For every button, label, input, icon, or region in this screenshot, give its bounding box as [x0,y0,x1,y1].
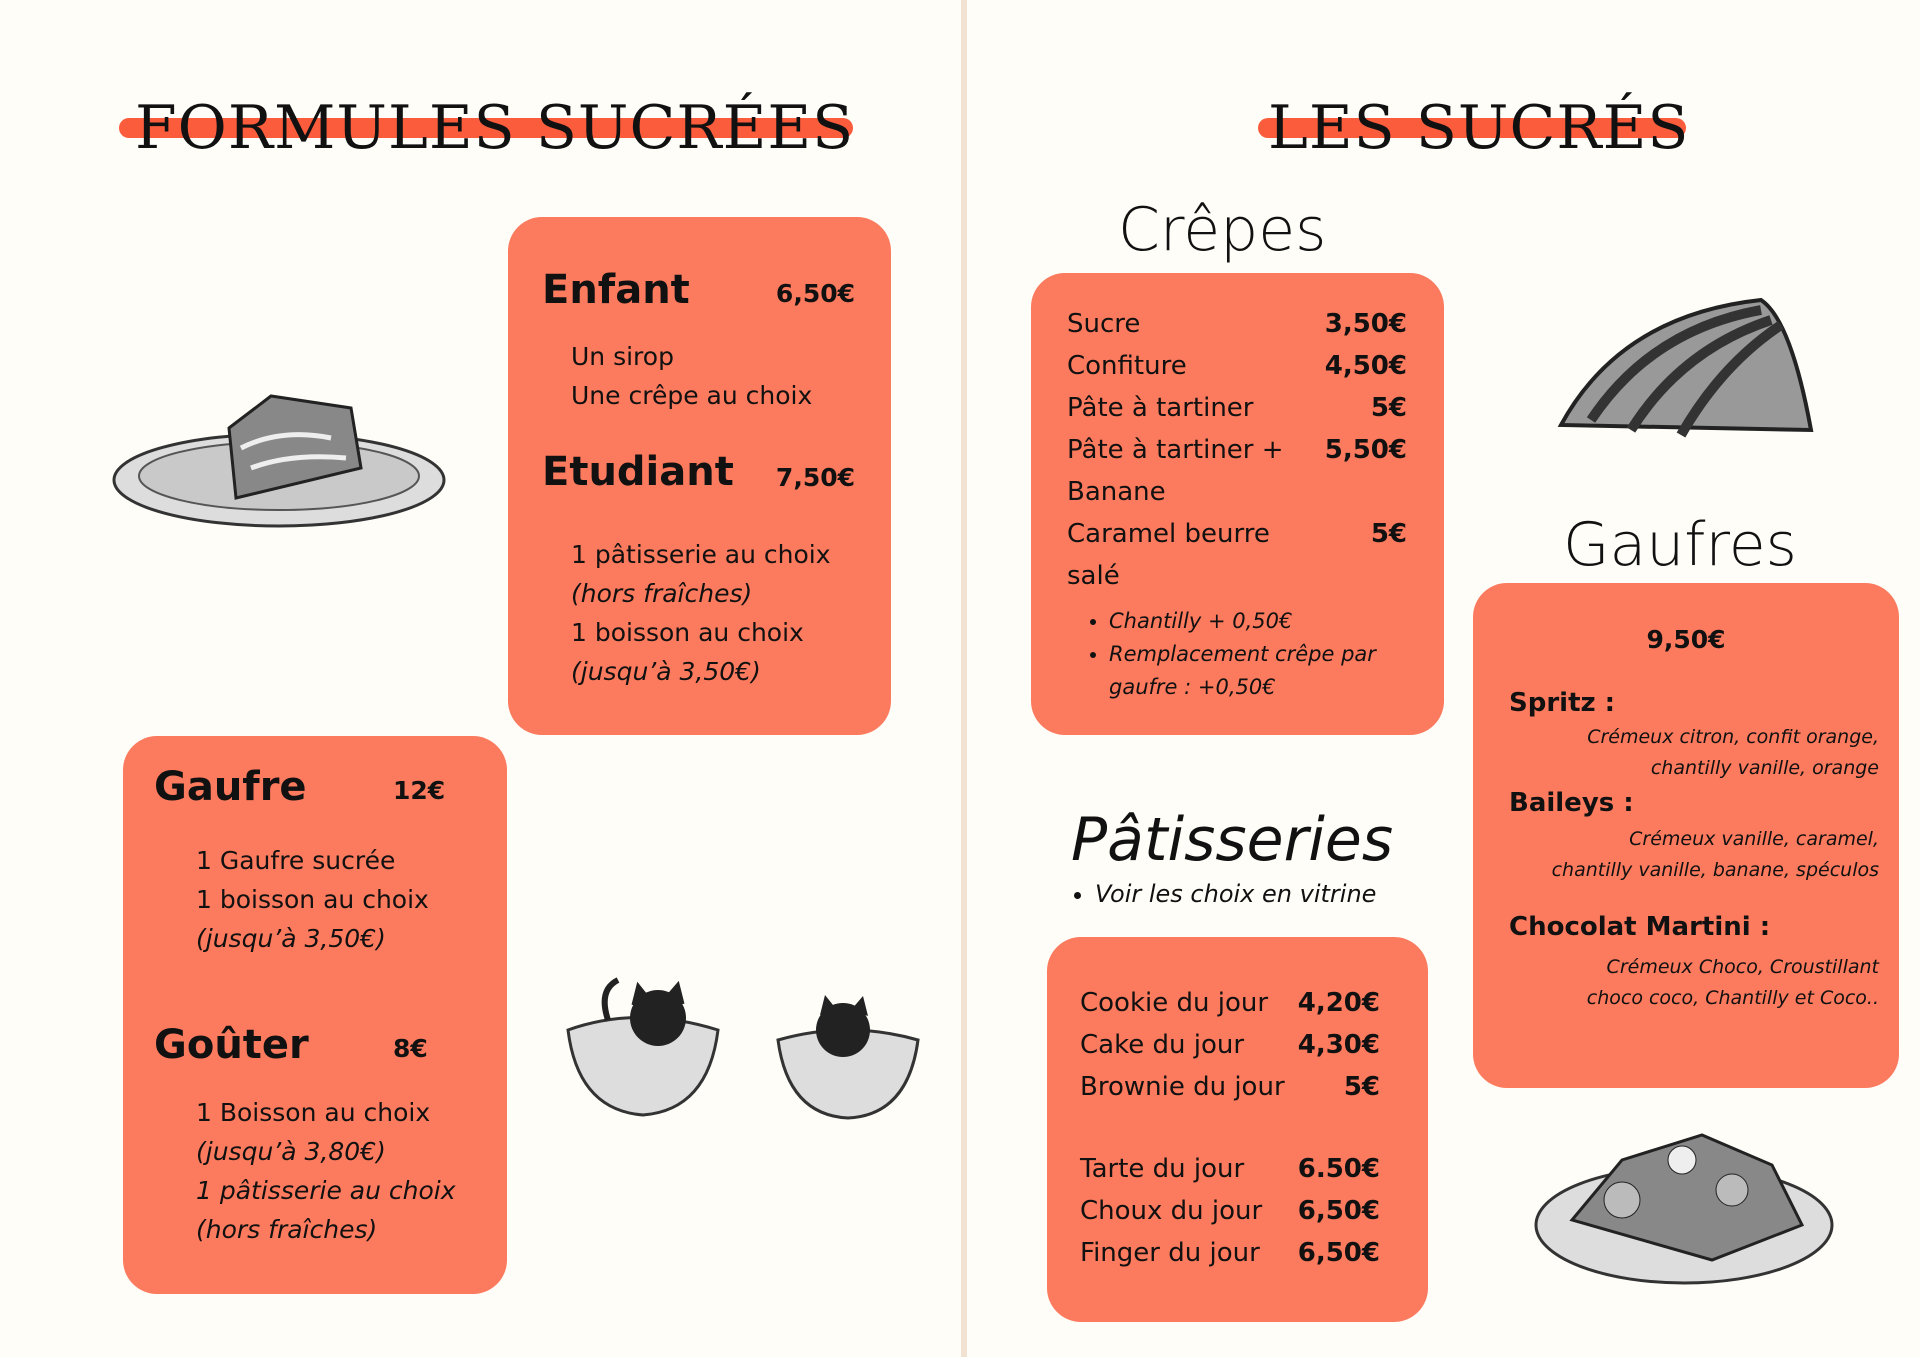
gaufre-name: Chocolat Martini : [1509,912,1771,942]
patisseries-note: Voir les choix en vitrine [1095,880,1376,908]
item-price: 5,50€ [1324,435,1407,465]
menu-item: Banane [1067,471,1407,513]
gaufre-price: 9,50€ [1646,625,1726,654]
menu-item: Caramel beurre 5€ [1067,513,1407,555]
formule-gaufre-gouter-card: Gaufre 12€ 1 Gaufre sucrée 1 boisson au … [123,736,507,1294]
gaufre-name: Baileys : [1509,788,1634,818]
formule-item: 1 boisson au choix [571,618,804,647]
formule-item: 1 pâtisserie au choix [196,1176,456,1205]
menu-item: Choux du jour 6,50€ [1080,1190,1380,1232]
formule-item: 1 pâtisserie au choix [571,540,831,569]
formule-price: 6,50€ [775,279,855,308]
item-name: Caramel beurre [1067,519,1270,549]
formule-item: 1 Gaufre sucrée [196,846,396,875]
formule-price: 8€ [393,1034,428,1063]
page-title-sucres: LES SUCRÉS [1268,93,1690,163]
item-price: 5€ [1370,393,1407,423]
formule-item-note: (hors fraîches) [571,579,753,608]
section-title-patisseries: Pâtisseries [1071,805,1394,875]
item-name: Banane [1067,477,1166,507]
item-name: Finger du jour [1080,1238,1260,1268]
formule-name: Etudiant [542,449,734,495]
item-price: 5€ [1370,519,1407,549]
formule-item-note: (jusqu’à 3,80€) [196,1137,386,1166]
formule-item-note: (jusqu’à 3,50€) [571,657,761,686]
item-name: Cookie du jour [1080,988,1269,1018]
gaufre-description: Crémeux vanille, caramel, chantilly vanil… [1551,828,1879,881]
item-price: 6,50€ [1297,1238,1380,1268]
crepe-extra: Remplacement crêpe par gaufre : +0,50€ [1109,638,1407,704]
page-title-formules: FORMULES SUCRÉES [135,93,855,163]
waffle-plate-illustration [1534,1133,1834,1285]
patisseries-card: Cookie du jour 4,20€ Cake du jour 4,30€ Brow… [1047,937,1428,1322]
formule-name: Enfant [542,267,690,313]
item-price: 4,20€ [1297,988,1380,1018]
menu-item: Sucre 3,50€ [1067,303,1407,345]
gaufre-description: Crémeux citron, confit orange, chantilly … [1587,726,1879,779]
item-name: Choux du jour [1080,1196,1263,1226]
gaufres-card: 9,50€ Spritz : Crémeux citron, confit or… [1473,583,1899,1088]
menu-item: Finger du jour 6,50€ [1080,1232,1380,1274]
menu-item: Cookie du jour 4,20€ [1080,982,1380,1024]
item-name: Sucre [1067,309,1141,339]
item-price: 4,30€ [1297,1030,1380,1060]
cake-plate-illustration [112,394,446,528]
item-name: Pâte à tartiner + [1067,435,1284,465]
formule-enfant-etudiant-card: Enfant 6,50€ Un sirop Une crêpe au choix… [508,217,891,735]
formule-item-note: (hors fraîches) [196,1215,378,1244]
formule-item: Une crêpe au choix [571,381,813,410]
item-price: 6.50€ [1297,1154,1380,1184]
crepes-card: Sucre 3,50€ Confiture 4,50€ Pâte à tartiner 5… [1031,273,1444,735]
title-highlight [119,118,853,138]
formule-price: 7,50€ [775,463,855,492]
menu-item: Brownie du jour 5€ [1080,1066,1380,1108]
section-title-crepes: Crêpes [1118,195,1327,265]
formule-name: Goûter [154,1022,309,1068]
crepe-extra: Chantilly + 0,50€ [1109,605,1407,638]
menu-item: Tarte du jour 6.50€ [1080,1148,1380,1190]
item-name: salé [1067,561,1120,591]
formule-item-note: (jusqu’à 3,50€) [196,924,386,953]
item-price: 5€ [1343,1072,1380,1102]
menu-item: salé [1067,555,1407,597]
item-name: Tarte du jour [1080,1154,1245,1184]
item-name: Cake du jour [1080,1030,1245,1060]
page-divider [961,0,967,1357]
formule-item: Un sirop [571,342,674,371]
formule-item: 1 Boisson au choix [196,1098,431,1127]
item-price: 4,50€ [1324,351,1407,381]
gaufre-description: Crémeux Choco, Croustillant choco coco, C… [1586,956,1879,1009]
item-name: Brownie du jour [1080,1072,1285,1102]
menu-item: Pâte à tartiner 5€ [1067,387,1407,429]
formule-item: 1 boisson au choix [196,885,429,914]
section-title-gaufres: Gaufres [1563,510,1797,580]
cats-in-cups-illustration [566,977,920,1120]
gaufre-name: Spritz : [1509,688,1616,718]
item-price: 3,50€ [1324,309,1407,339]
formule-price: 12€ [393,776,446,805]
menu-item: Confiture 4,50€ [1067,345,1407,387]
menu-item: Pâte à tartiner + 5,50€ [1067,429,1407,471]
menu-item: Cake du jour 4,30€ [1080,1024,1380,1066]
item-name: Confiture [1067,351,1187,381]
formule-name: Gaufre [154,764,307,810]
title-highlight [1258,118,1686,138]
item-price: 6,50€ [1297,1196,1380,1226]
item-name: Pâte à tartiner [1067,393,1254,423]
crepe-illustration [1557,297,1814,438]
